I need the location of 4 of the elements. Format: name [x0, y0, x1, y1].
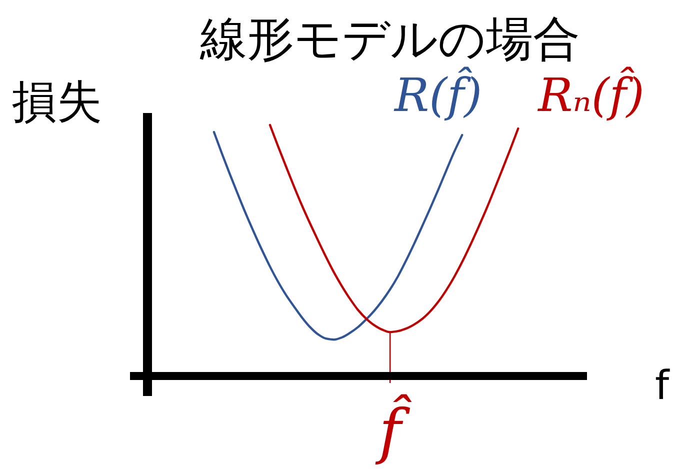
- x-axis-title: f: [654, 363, 670, 409]
- y-axis-title: 損失: [12, 75, 102, 128]
- title: 線形モデルの場合: [200, 12, 580, 67]
- annotation: f̂: [374, 394, 412, 467]
